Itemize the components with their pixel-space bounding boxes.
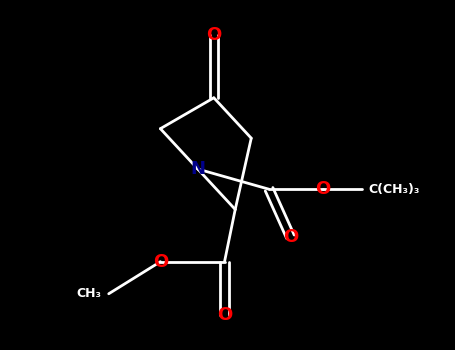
Text: O: O (217, 306, 232, 324)
Text: C(CH₃)₃: C(CH₃)₃ (369, 183, 420, 196)
Text: O: O (153, 253, 168, 271)
Text: O: O (206, 26, 222, 44)
Text: O: O (283, 228, 298, 246)
Text: N: N (190, 160, 205, 178)
Text: O: O (315, 180, 330, 198)
Text: CH₃: CH₃ (76, 287, 101, 300)
